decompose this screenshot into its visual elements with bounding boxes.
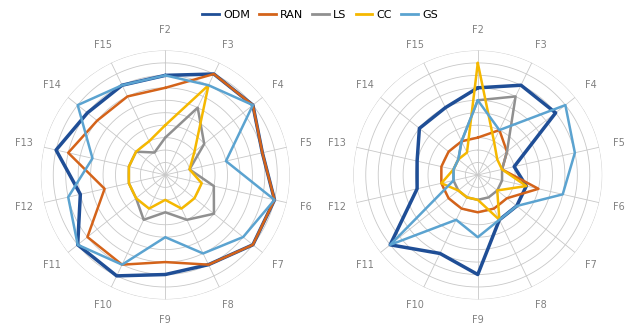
Legend: ODM, RAN, LS, CC, GS: ODM, RAN, LS, CC, GS [198,6,442,25]
